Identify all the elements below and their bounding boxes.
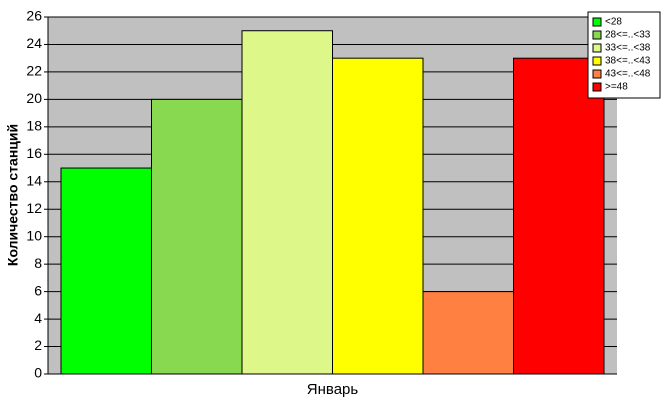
y-tick-label: 2 [34, 337, 42, 353]
legend-swatch [592, 43, 602, 53]
legend-swatch [592, 56, 602, 66]
bar [513, 57, 605, 375]
legend-label: 33<=..<38 [605, 43, 651, 54]
y-tick-label: 20 [26, 90, 42, 106]
bar [151, 98, 243, 375]
legend-swatch [592, 82, 602, 92]
legend-swatch [592, 17, 602, 27]
y-tick-label: 6 [34, 282, 42, 298]
y-tick-label: 4 [34, 310, 42, 326]
legend-label: >=48 [605, 82, 628, 93]
y-tick-label: 26 [26, 8, 42, 24]
bar [60, 167, 152, 375]
legend-label: 43<=..<48 [605, 69, 651, 80]
x-tick-label: Январь [307, 381, 359, 398]
legend-label: 38<=..<43 [605, 56, 651, 67]
y-tick-label: 0 [34, 365, 42, 381]
y-tick-label: 10 [26, 227, 42, 243]
legend-swatch [592, 30, 602, 40]
y-tick-label: 24 [26, 35, 42, 51]
y-tick-label: 18 [26, 118, 42, 134]
y-tick-label: 12 [26, 200, 42, 216]
y-tick-label: 8 [34, 255, 42, 271]
bar [422, 291, 514, 375]
legend-label: <28 [605, 17, 622, 28]
legend-swatch [592, 69, 602, 79]
bar [332, 57, 424, 375]
y-tick-label: 16 [26, 145, 42, 161]
y-tick-label: 22 [26, 63, 42, 79]
y-axis-label: Количество станций [5, 124, 21, 266]
y-tick-label: 14 [26, 172, 42, 188]
bar [241, 30, 333, 375]
legend-label: 28<=..<33 [605, 30, 651, 41]
